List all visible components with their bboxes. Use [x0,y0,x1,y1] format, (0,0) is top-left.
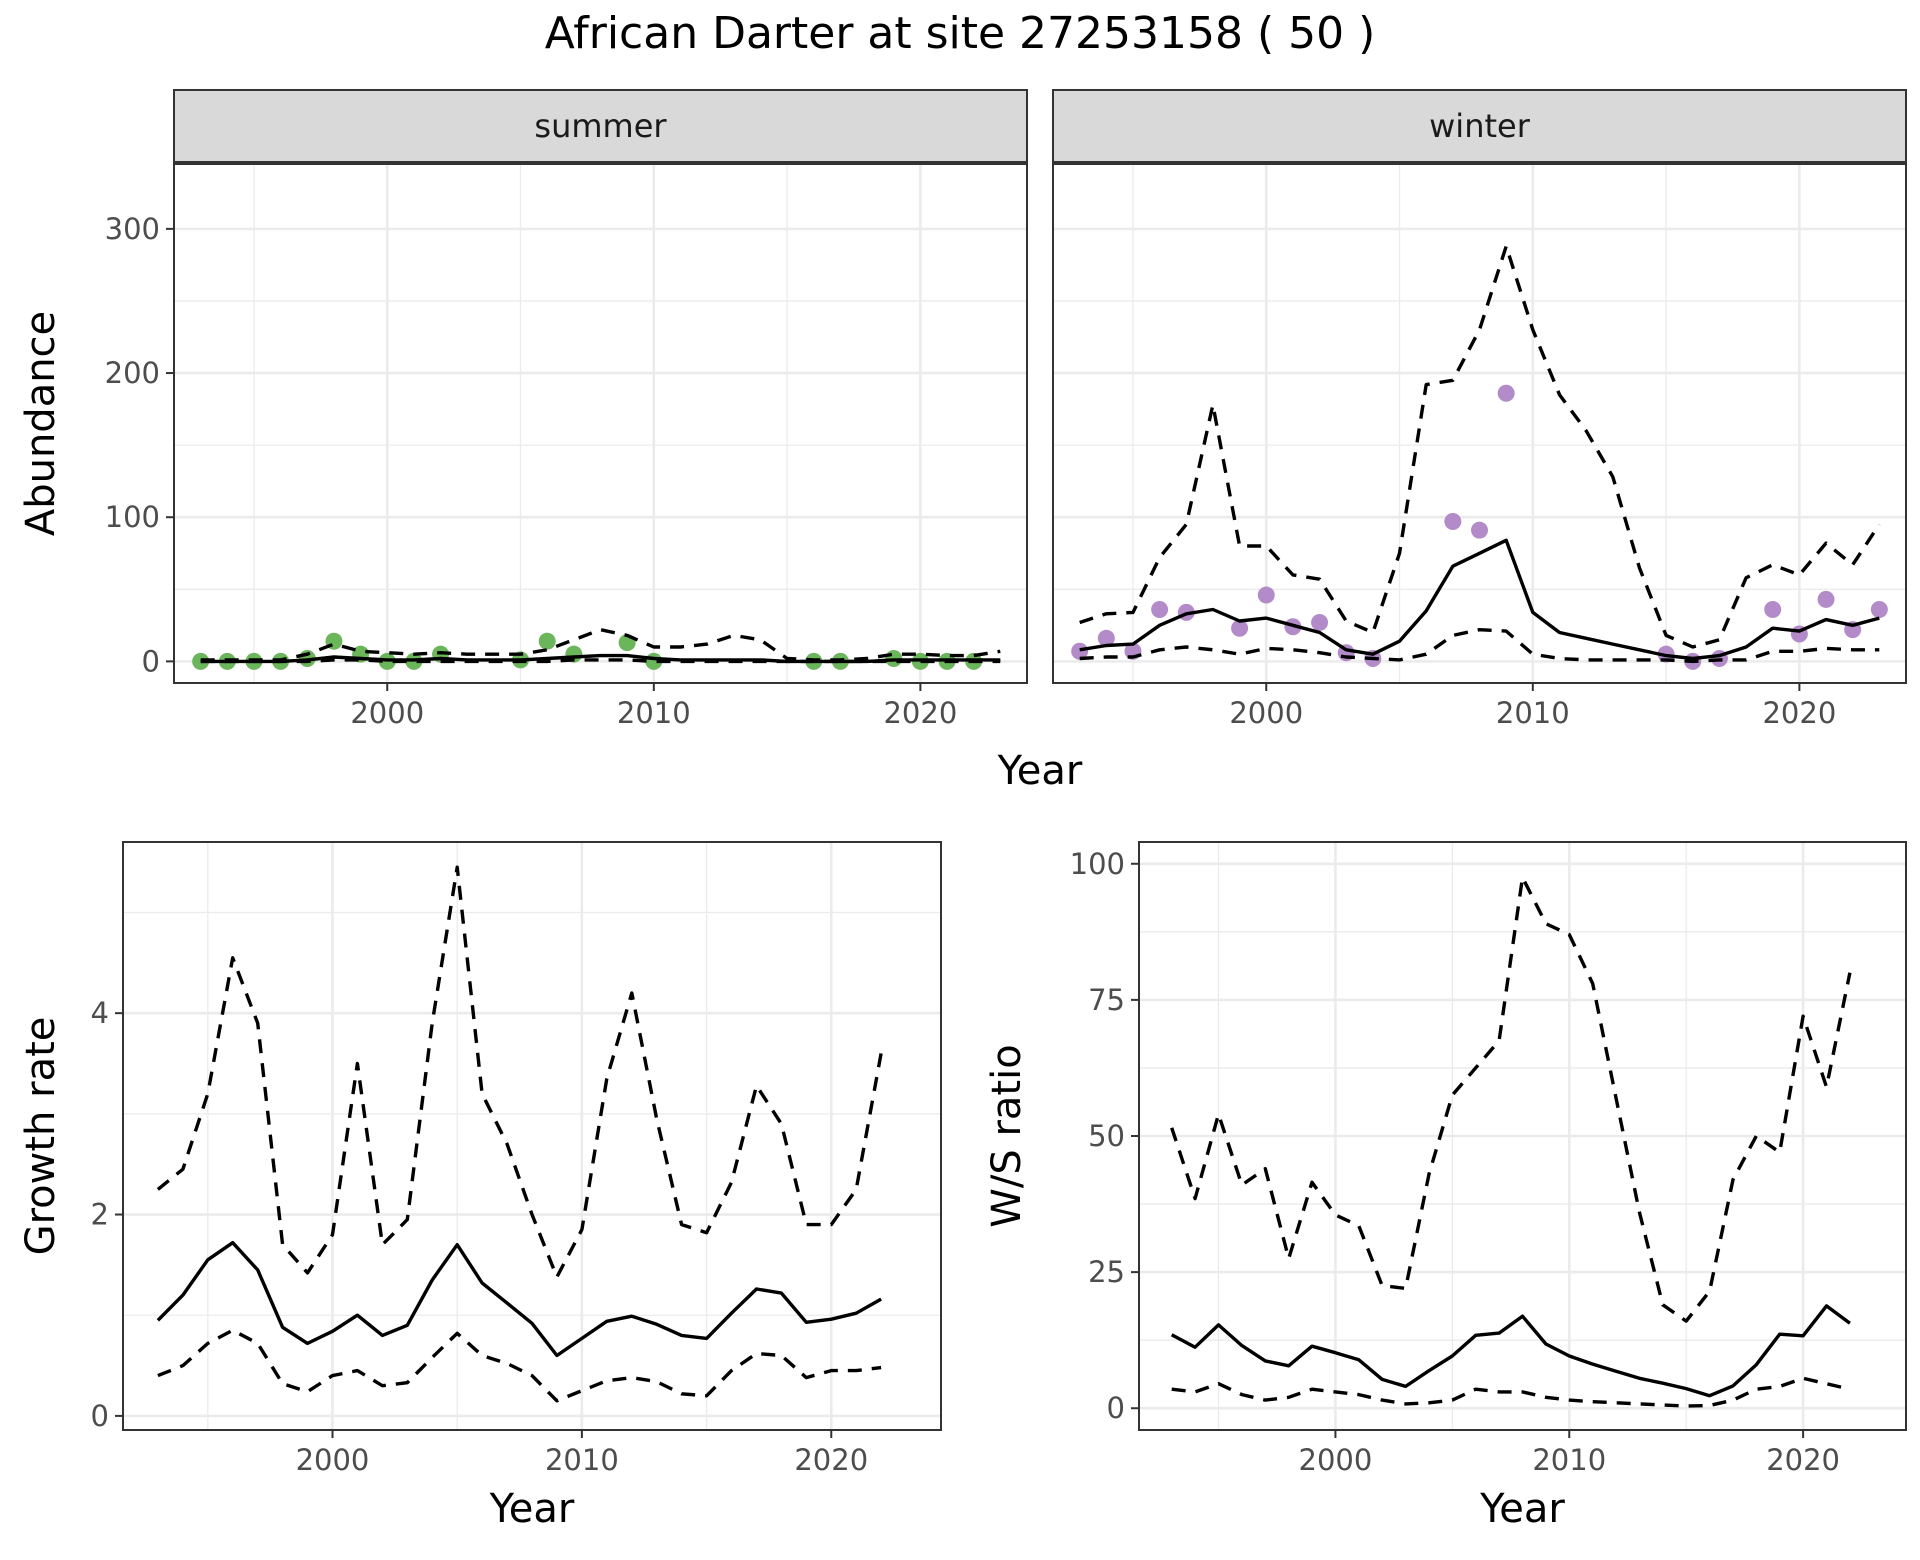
observation-point [1764,600,1782,618]
abundance-summer-x-tick-label: 2020 [883,696,957,730]
ws-ratio-y-tick-label: 50 [1088,1119,1125,1153]
lower-bound-line [200,658,1001,664]
facet-panel-winter: winter 2000 2010 2020 [1052,89,1907,730]
growth-rate-y-tick-label: 0 [91,1399,109,1433]
facet-strip-winter [1052,89,1907,163]
lower-bound-line [157,1328,882,1403]
abundance-y-tick-label: 300 [105,212,160,246]
x-axis-title: Year [489,1486,575,1532]
observation-point [1097,629,1115,647]
facet-strip-label: winter [1429,107,1531,145]
observation-point [538,632,556,650]
observation-point [192,652,210,670]
abundance-chart: summer 2000 2010 2020 0 100 200 300 winter 2000 20… [18,89,1907,794]
mean-line [1079,538,1880,661]
abundance-winter-x-tick-label: 2020 [1762,696,1836,730]
y-axis-title: Growth rate [18,1017,64,1256]
abundance-y-tick-label: 200 [105,356,160,390]
upper-bound-line [200,628,1001,662]
x-axis-title: Year [997,748,1083,794]
lower-bound-line [1079,628,1880,664]
y-axis-title: W/S ratio [984,1044,1030,1227]
ws-ratio-x-tick-label: 2020 [1766,1443,1840,1477]
observation-point [1231,619,1249,637]
abundance-summer-x-tick-label: 2000 [350,696,424,730]
observation-point [1257,586,1275,604]
ws-ratio-y-tick-label: 75 [1088,983,1125,1017]
observation-point [1471,521,1488,539]
panel-border [122,841,942,1431]
y-axis-title: Abundance [18,311,64,536]
panel-border [1052,163,1907,684]
ws-ratio-chart: 2000 2010 2020 0 25 50 75 100 Year W/S ratio [984,841,1907,1532]
mean-line [200,653,1001,664]
growth-rate-x-tick-label: 2010 [545,1443,619,1477]
ws-ratio-y-tick-label: 25 [1088,1255,1125,1289]
observation-point [1311,613,1329,631]
growth-rate-y-tick-label: 2 [91,1198,109,1232]
abundance-y-tick-label: 0 [142,644,160,678]
facet-strip-label: summer [534,107,667,145]
x-axis-title: Year [1479,1486,1565,1532]
ws-ratio-y-tick-label: 0 [1107,1391,1125,1425]
chart-title: African Darter at site 27253158 ( 50 ) [545,8,1376,59]
growth-rate-y-tick-label: 4 [91,996,109,1030]
upper-bound-line [1079,244,1881,649]
lower-bound-line [1171,1376,1851,1408]
panel-border [173,163,1028,684]
growth-rate-x-tick-label: 2020 [794,1443,868,1477]
abundance-winter-x-tick-label: 2010 [1496,696,1570,730]
observation-point [1497,384,1515,402]
upper-bound-line [156,865,883,1279]
ws-ratio-x-tick-label: 2010 [1532,1443,1606,1477]
observation-point [1151,600,1169,618]
abundance-summer-x-tick-label: 2010 [617,696,691,730]
upper-bound-line [1170,875,1852,1323]
observation-point [1071,642,1089,660]
abundance-y-tick-label: 100 [105,500,160,534]
abundance-winter-x-tick-label: 2000 [1229,696,1303,730]
mean-line [156,1241,882,1358]
ws-ratio-x-tick-label: 2000 [1299,1443,1373,1477]
growth-rate-chart: 2000 2010 2020 0 2 4 Year Growth rate [18,841,942,1532]
observation-point [1870,600,1888,618]
observation-point [1444,513,1462,531]
ws-ratio-y-tick-label: 100 [1070,847,1125,881]
growth-rate-x-tick-label: 2000 [296,1443,370,1477]
facet-panel-summer: summer 2000 2010 2020 0 100 200 300 [105,89,1028,730]
observation-point [1817,590,1835,608]
facet-strip-summer [173,89,1028,163]
mean-line [1170,1304,1851,1398]
